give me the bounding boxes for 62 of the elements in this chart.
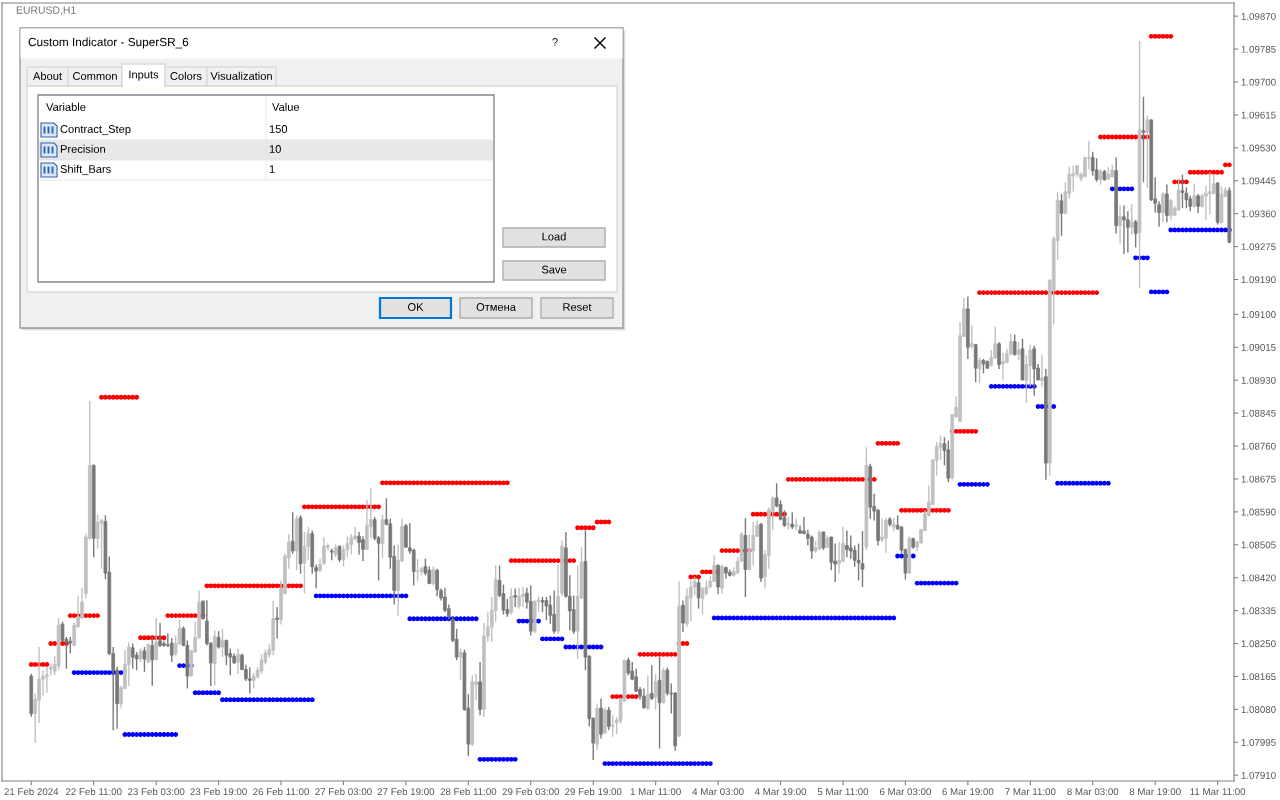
x-tick-label: 29 Feb 19:00	[565, 787, 622, 796]
x-tick-label: 4 Mar 03:00	[692, 788, 744, 796]
x-tick-label: 23 Feb 03:00	[127, 787, 185, 796]
annotation: Precision	[60, 144, 105, 153]
text: Custom Indicator - SuperSR_6	[28, 37, 189, 49]
chart-title: EURUSD,H1	[16, 6, 76, 15]
y-tick-label: 1.08505	[1241, 541, 1276, 549]
y-tick-label: 1.09530	[1241, 144, 1276, 152]
x-tick-label: 8 Mar 19:00	[1129, 788, 1181, 796]
x-tick-label: 27 Feb 19:00	[377, 787, 435, 796]
candlestick	[1094, 157, 1099, 183]
y-tick-label: 1.09100	[1241, 311, 1276, 318]
y-tick-label: 1.09700	[1241, 78, 1276, 86]
y-tick-label: 1.08165	[1241, 673, 1276, 681]
annotation: Common	[73, 72, 117, 80]
annotation: Value	[272, 102, 300, 111]
x-tick-label: 7 Mar 11:00	[1005, 788, 1056, 796]
x-tick-label: 21 Feb 2024	[4, 787, 59, 796]
x-tick-label: 4 Mar 19:00	[754, 788, 807, 796]
y-tick-label: 1.09275	[1241, 243, 1276, 251]
y-tick-label: 1.09615	[1241, 111, 1276, 119]
y-tick-label: 1.07910	[1241, 771, 1276, 779]
y-tick-label: 1.09190	[1241, 276, 1276, 284]
annotation: 10	[269, 145, 281, 153]
x-tick-label: 6 Mar 19:00	[942, 788, 994, 796]
y-tick-label: 1.08335	[1241, 607, 1276, 615]
y-tick-label: 1.09445	[1241, 177, 1276, 185]
x-tick-label: 28 Feb 11:00	[440, 787, 497, 796]
x-tick-label: 29 Feb 03:00	[502, 787, 560, 796]
y-tick-label: 1.08080	[1241, 706, 1276, 713]
y-tick-label: 1.08590	[1241, 508, 1276, 516]
x-tick-label: 5 Mar 11:00	[817, 788, 869, 796]
y-tick-label: 1.09785	[1241, 45, 1276, 53]
y-tick-label: 1.08930	[1241, 376, 1276, 384]
annotation: 1	[269, 165, 275, 173]
x-tick-label: 6 Mar 03:00	[879, 788, 931, 796]
annotation: Contract_Step	[60, 125, 131, 136]
annotation: Colors	[170, 71, 202, 80]
annotation: 150	[269, 125, 288, 133]
candlestick	[45, 666, 49, 694]
y-tick-label: 1.07995	[1241, 739, 1276, 746]
annotation: ?	[552, 38, 558, 46]
y-tick-label: 1.08845	[1241, 409, 1276, 417]
y-tick-label: 1.08420	[1241, 574, 1276, 582]
annotation: Shift_Bars	[60, 164, 111, 176]
x-tick-label: 27 Feb 03:00	[315, 787, 372, 796]
x-tick-label: 23 Feb 19:00	[190, 787, 247, 796]
y-tick-label: 1.09870	[1241, 12, 1276, 20]
annotation: Variable	[46, 102, 86, 111]
y-tick-label: 1.09015	[1241, 344, 1276, 351]
y-tick-label: 1.08760	[1241, 442, 1276, 450]
x-tick-label: 26 Feb 11:00	[253, 787, 309, 796]
annotation: About	[33, 71, 62, 80]
x-tick-label: 1 Mar 11:00	[630, 788, 681, 796]
x-tick-label: 11 Mar 11:00	[1190, 788, 1246, 796]
annotation: Inputs	[129, 70, 159, 81]
y-tick-label: 1.09360	[1241, 210, 1276, 218]
x-tick-label: 22 Feb 11:00	[65, 787, 122, 796]
x-tick-label: 8 Mar 03:00	[1067, 788, 1119, 796]
annotation: Visualization	[210, 71, 272, 80]
y-tick-label: 1.08250	[1241, 640, 1276, 648]
y-tick-label: 1.08675	[1241, 475, 1276, 483]
